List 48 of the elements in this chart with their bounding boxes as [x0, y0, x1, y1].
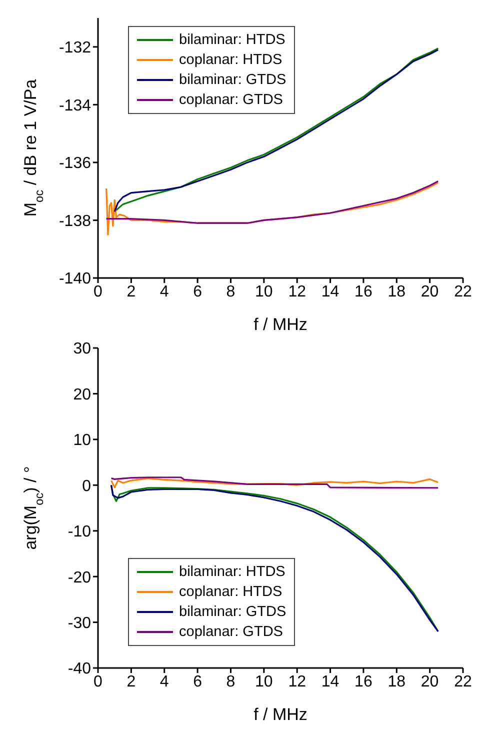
y-tick-label: -10: [68, 524, 92, 541]
x-tick-label: 2: [126, 673, 136, 690]
y-tick-label: -136: [58, 155, 92, 172]
x-tick-label: 4: [160, 673, 169, 690]
x-tick-label: 16: [354, 673, 372, 690]
x-tick-label: 20: [420, 673, 439, 690]
y-tick-label: -140: [58, 270, 92, 288]
x-tick-label: 2: [126, 283, 136, 300]
x-tick-label: 12: [288, 673, 306, 690]
x-tick-label: 8: [226, 283, 236, 300]
x-tick-label: 8: [226, 673, 236, 690]
legend-label: bilaminar: GTDS: [179, 72, 286, 88]
legend-label: coplanar: HTDS: [179, 584, 282, 600]
y-tick-label: 0: [82, 478, 92, 495]
legend-label: bilaminar: GTDS: [179, 604, 286, 620]
legend-label: coplanar: HTDS: [179, 52, 282, 68]
x-tick-label: 6: [193, 673, 202, 690]
x-tick-label: 6: [193, 283, 202, 300]
y-tick-label: -134: [58, 97, 92, 114]
x-tick-label: 18: [388, 673, 406, 690]
y-tick-label: -20: [68, 569, 92, 586]
x-tick-label: 10: [255, 673, 273, 690]
x-tick-label: 0: [94, 283, 103, 300]
x-tick-label: 14: [321, 283, 340, 300]
x-axis-title: f / MHz: [254, 315, 308, 334]
legend-label: coplanar: GTDS: [179, 624, 283, 640]
legend-label: coplanar: GTDS: [179, 92, 283, 108]
y-tick-label: -138: [58, 212, 92, 230]
y-tick-label: 10: [73, 432, 92, 450]
x-tick-label: 20: [420, 283, 439, 300]
x-axis-title: f / MHz: [254, 705, 308, 724]
line-series: [105, 180, 439, 224]
x-tick-label: 16: [354, 283, 372, 300]
y-tick-label: -132: [58, 40, 92, 57]
x-tick-label: 4: [160, 283, 169, 300]
y-tick-label: 30: [73, 340, 92, 358]
legend-label: bilaminar: HTDS: [179, 32, 286, 48]
y-tick-label: -40: [68, 660, 92, 678]
x-tick-label: 0: [94, 673, 103, 690]
y-tick-label: -30: [68, 614, 92, 632]
x-tick-label: 22: [454, 283, 472, 300]
x-tick-label: 12: [288, 283, 306, 300]
x-tick-label: 22: [454, 673, 472, 690]
y-tick-label: 20: [73, 386, 92, 404]
legend-label: bilaminar: HTDS: [179, 564, 286, 580]
x-tick-label: 10: [255, 283, 273, 300]
x-tick-label: 18: [388, 283, 406, 300]
x-tick-label: 14: [321, 673, 340, 690]
